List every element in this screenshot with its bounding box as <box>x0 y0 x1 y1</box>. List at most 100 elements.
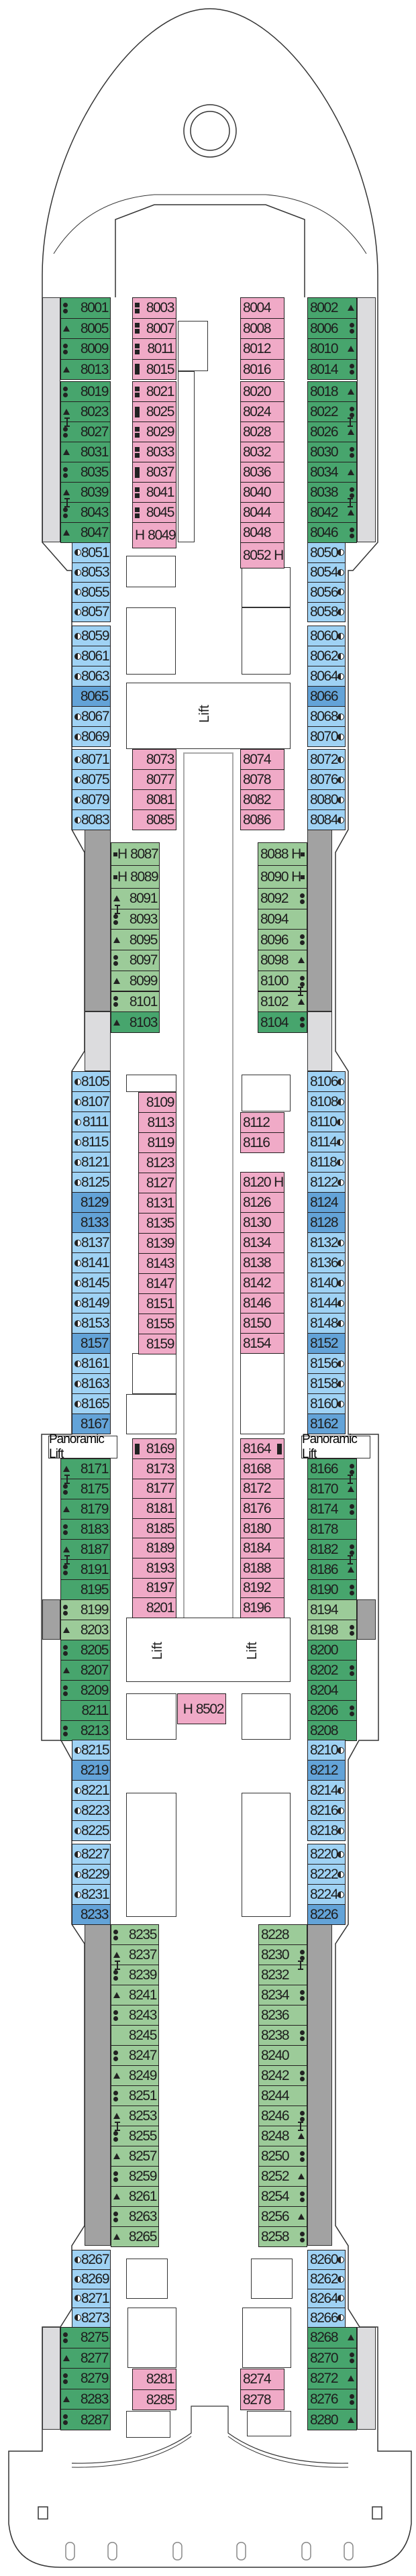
cabin-8034[interactable]: 8034 <box>307 462 357 483</box>
cabin-8066[interactable]: 8066 <box>307 686 346 707</box>
cabin-8112[interactable]: 8112 <box>240 1112 284 1133</box>
cabin-8206[interactable]: 8206 <box>307 1700 357 1721</box>
cabin-8149[interactable]: 8149 <box>72 1293 111 1314</box>
cabin-8167[interactable]: 8167 <box>72 1414 111 1434</box>
cabin-8070[interactable]: 8070 <box>307 726 346 747</box>
cabin-8221[interactable]: 8221 <box>72 1780 111 1801</box>
cabin-8110[interactable]: 8110 <box>307 1111 346 1132</box>
cabin-8162[interactable]: 8162 <box>307 1414 346 1434</box>
cabin-8245[interactable]: 8245 <box>111 2025 159 2046</box>
cabin-8111[interactable]: 8111 <box>72 1111 111 1132</box>
cabin-8274[interactable]: 8274 <box>240 2369 284 2390</box>
cabin-8053[interactable]: 8053 <box>72 562 111 583</box>
cabin-8253[interactable]: 8253 <box>111 2106 159 2131</box>
cabin-8046[interactable]: 8046 <box>307 522 357 543</box>
cabin-8267[interactable]: 8267 <box>72 2250 111 2270</box>
cabin-8008[interactable]: 8008 <box>240 317 284 339</box>
cabin-8057[interactable]: 8057 <box>72 601 111 622</box>
cabin-8022[interactable]: 8022 <box>307 401 357 427</box>
cabin-8044[interactable]: 8044 <box>240 502 284 523</box>
cabin-8030[interactable]: 8030 <box>307 442 357 462</box>
cabin-8074[interactable]: 8074 <box>240 749 284 770</box>
cabin-8194[interactable]: 8194 <box>307 1599 357 1620</box>
cabin-8246[interactable]: 8246 <box>258 2106 307 2131</box>
cabin-8219[interactable]: 8219 <box>72 1760 111 1781</box>
cabin-8075[interactable]: 8075 <box>72 769 111 790</box>
cabin-8063[interactable]: 8063 <box>72 666 111 687</box>
cabin-8135[interactable]: 8135 <box>138 1213 176 1234</box>
cabin-8106[interactable]: 8106 <box>307 1071 346 1092</box>
cabin-8231[interactable]: 8231 <box>72 1884 111 1905</box>
cabin-8060[interactable]: 8060 <box>307 626 346 646</box>
cabin-8039[interactable]: 8039 <box>60 482 111 507</box>
cabin-8249[interactable]: 8249 <box>111 2065 159 2086</box>
cabin-8109[interactable]: 8109 <box>138 1092 176 1113</box>
cabin-8197[interactable]: 8197 <box>132 1577 176 1599</box>
cabin-8213[interactable]: 8213 <box>60 1720 111 1741</box>
cabin-8256[interactable]: 8256 <box>258 2206 307 2227</box>
cabin-8229[interactable]: 8229 <box>72 1864 111 1885</box>
cabin-8233[interactable]: 8233 <box>72 1904 111 1925</box>
cabin-8180[interactable]: 8180 <box>240 1518 284 1539</box>
cabin-8024[interactable]: 8024 <box>240 401 284 422</box>
cabin-8226[interactable]: 8226 <box>307 1904 346 1925</box>
cabin-8260[interactable]: 8260 <box>307 2250 346 2270</box>
cabin-8077[interactable]: 8077 <box>132 769 176 790</box>
cabin-8234[interactable]: 8234 <box>258 1985 307 2005</box>
cabin-8140[interactable]: 8140 <box>307 1273 346 1293</box>
cabin-8266[interactable]: 8266 <box>307 2308 346 2328</box>
cabin-8176[interactable]: 8176 <box>240 1498 284 1519</box>
cabin-8061[interactable]: 8061 <box>72 646 111 666</box>
cabin-8154[interactable]: 8154 <box>240 1333 284 1354</box>
cabin-8056[interactable]: 8056 <box>307 582 346 603</box>
cabin-8091[interactable]: 8091 <box>111 888 160 914</box>
cabin-8276[interactable]: 8276 <box>307 2388 357 2410</box>
cabin-8147[interactable]: 8147 <box>138 1273 176 1294</box>
cabin-8277[interactable]: 8277 <box>60 2347 111 2369</box>
cabin-8010[interactable]: 8010 <box>307 338 357 360</box>
cabin-8190[interactable]: 8190 <box>307 1579 357 1600</box>
cabin-8183[interactable]: 8183 <box>60 1519 111 1540</box>
cabin-8058[interactable]: 8058 <box>307 601 346 622</box>
cabin-8251[interactable]: 8251 <box>111 2085 159 2106</box>
cabin-8137[interactable]: 8137 <box>72 1232 111 1253</box>
cabin-8131[interactable]: 8131 <box>138 1193 176 1213</box>
cabin-8151[interactable]: 8151 <box>138 1293 176 1314</box>
cabin-8064[interactable]: 8064 <box>307 666 346 687</box>
cabin-8037[interactable]: 8037 <box>132 462 176 483</box>
cabin-8002[interactable]: 8002 <box>307 297 357 319</box>
cabin-8181[interactable]: 8181 <box>132 1498 176 1519</box>
cabin-8052[interactable]: 8052 H <box>240 542 284 568</box>
cabin-8143[interactable]: 8143 <box>138 1253 176 1274</box>
cabin-8283[interactable]: 8283 <box>60 2388 111 2410</box>
cabin-8273[interactable]: 8273 <box>72 2308 111 2328</box>
cabin-8144[interactable]: 8144 <box>307 1293 346 1314</box>
cabin-8502[interactable]: H 8502 <box>177 1693 226 1724</box>
cabin-8160[interactable]: 8160 <box>307 1393 346 1414</box>
cabin-8207[interactable]: 8207 <box>60 1660 111 1681</box>
cabin-8084[interactable]: 8084 <box>307 809 346 830</box>
cabin-8119[interactable]: 8119 <box>138 1132 176 1153</box>
cabin-8016[interactable]: 8016 <box>240 358 284 380</box>
cabin-8055[interactable]: 8055 <box>72 582 111 603</box>
cabin-8179[interactable]: 8179 <box>60 1499 111 1520</box>
cabin-8130[interactable]: 8130 <box>240 1212 284 1233</box>
cabin-8269[interactable]: 8269 <box>72 2269 111 2289</box>
cabin-8155[interactable]: 8155 <box>138 1314 176 1334</box>
cabin-8047[interactable]: 8047 <box>60 522 111 543</box>
cabin-8255[interactable]: 8255 <box>111 2126 159 2146</box>
cabin-8272[interactable]: 8272 <box>307 2368 357 2389</box>
cabin-8185[interactable]: 8185 <box>132 1518 176 1539</box>
cabin-8241[interactable]: 8241 <box>111 1985 159 2005</box>
cabin-8003[interactable]: 8003 <box>132 297 176 319</box>
cabin-8186[interactable]: 8186 <box>307 1559 357 1580</box>
cabin-8281[interactable]: 8281 <box>132 2369 176 2390</box>
cabin-8192[interactable]: 8192 <box>240 1577 284 1599</box>
cabin-8127[interactable]: 8127 <box>138 1173 176 1193</box>
cabin-8159[interactable]: 8159 <box>138 1334 176 1354</box>
cabin-8211[interactable]: 8211 <box>60 1700 111 1721</box>
cabin-8264[interactable]: 8264 <box>307 2288 346 2309</box>
cabin-8152[interactable]: 8152 <box>307 1333 346 1354</box>
cabin-8252[interactable]: 8252 <box>258 2166 307 2187</box>
cabin-8242[interactable]: 8242 <box>258 2065 307 2086</box>
